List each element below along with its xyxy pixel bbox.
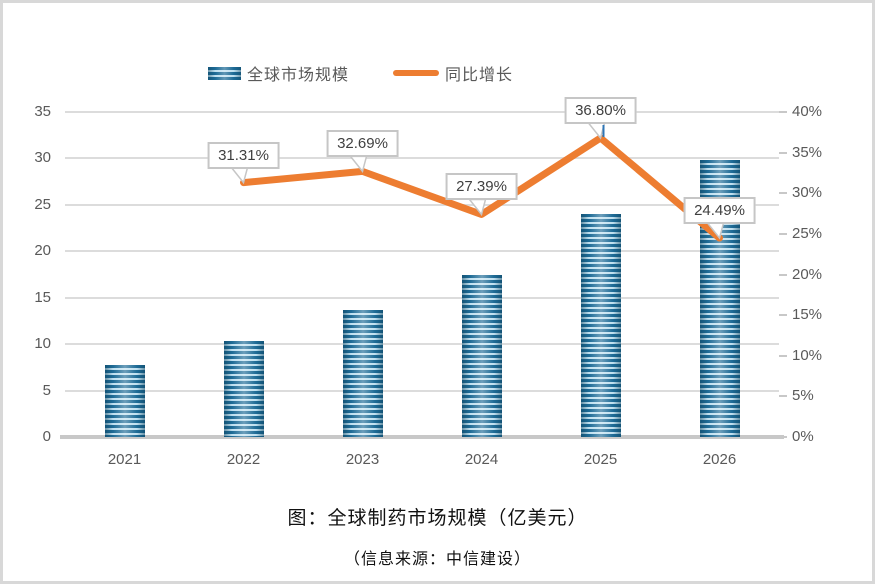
legend-item-market-size: 全球市场规模: [208, 61, 349, 85]
growth-label-2026: 24.49%: [683, 197, 756, 225]
right-axis-tick: [779, 192, 787, 195]
gridline: [65, 111, 779, 113]
growth-label-2024: 27.39%: [445, 173, 518, 201]
callout-tail: [467, 198, 487, 217]
callout-tail: [586, 122, 606, 140]
legend-bar-label: 全球市场规模: [247, 67, 350, 84]
legend-line-label: 同比增长: [445, 67, 514, 84]
right-axis-tick-label: 20%: [792, 265, 823, 283]
gridline: [65, 203, 779, 206]
left-axis-tick-label: 20: [34, 242, 51, 260]
right-axis-tick: [779, 273, 787, 276]
gridline: [65, 389, 779, 392]
right-axis-tick: [779, 436, 787, 438]
x-axis-label-2026: 2026: [702, 451, 737, 468]
plot-area: 0 5 10 15 20 25 30 35 0% 5% 10% 15% 20% 25% 30% 35% 40% 2…: [3, 3, 872, 581]
bar-2025: [580, 214, 621, 437]
bar-series-swatch-icon: [208, 66, 241, 80]
left-axis-tick-label: 15: [34, 288, 51, 306]
bar-2024: [461, 274, 502, 437]
right-axis-tick: [779, 395, 787, 398]
x-axis-label-2023: 2023: [345, 451, 380, 468]
legend-item-yoy-growth: 同比增长: [393, 61, 513, 85]
bar-2021: [104, 364, 145, 437]
x-axis-label-2024: 2024: [464, 451, 499, 468]
right-axis-tick-label: 0%: [792, 428, 814, 445]
right-axis-tick-label: 10%: [792, 346, 823, 364]
left-axis-tick-label: 30: [34, 149, 51, 167]
left-axis-tick-label: 5: [42, 381, 51, 399]
legend: 全球市场规模 同比增长: [208, 61, 513, 85]
gridline: [65, 343, 779, 346]
right-axis-tick: [779, 111, 787, 113]
x-axis-label-2022: 2022: [226, 451, 261, 468]
left-axis-tick-label: 10: [34, 335, 51, 353]
right-axis-tick-label: 5%: [792, 387, 814, 405]
right-axis-tick-label: 35%: [792, 143, 823, 161]
gridline: [65, 296, 779, 299]
x-axis-line: [60, 435, 784, 439]
right-axis-tick: [779, 314, 787, 317]
growth-label-2022: 31.31%: [207, 141, 280, 169]
right-axis-tick-label: 15%: [792, 306, 823, 324]
left-axis-tick-label: 0: [42, 428, 51, 445]
right-axis-tick-label: 40%: [792, 103, 823, 120]
callout-tail: [229, 166, 249, 185]
growth-label-2025: 36.80%: [564, 97, 637, 124]
x-axis-label-2025: 2025: [583, 451, 618, 468]
right-axis-tick: [779, 232, 787, 235]
left-axis-tick-label: 35: [34, 103, 51, 120]
right-axis-tick: [779, 151, 787, 154]
chart-title: 图：全球制药市场规模（亿美元）: [287, 508, 588, 529]
left-axis-tick-label: 25: [34, 195, 51, 213]
growth-line-layer: [229, 122, 725, 242]
gridline: [65, 250, 779, 253]
line-series-swatch-icon: [393, 70, 440, 76]
x-axis-label-2021: 2021: [107, 451, 142, 468]
right-axis-tick-label: 30%: [792, 184, 823, 202]
growth-label-2023: 32.69%: [326, 130, 399, 158]
right-axis-tick-label: 25%: [792, 224, 823, 242]
gridline: [65, 157, 779, 160]
bar-2023: [342, 309, 383, 437]
right-axis-tick: [779, 354, 787, 357]
bar-2022: [223, 341, 264, 437]
chart-source: （信息来源：中信建设）: [343, 551, 531, 568]
